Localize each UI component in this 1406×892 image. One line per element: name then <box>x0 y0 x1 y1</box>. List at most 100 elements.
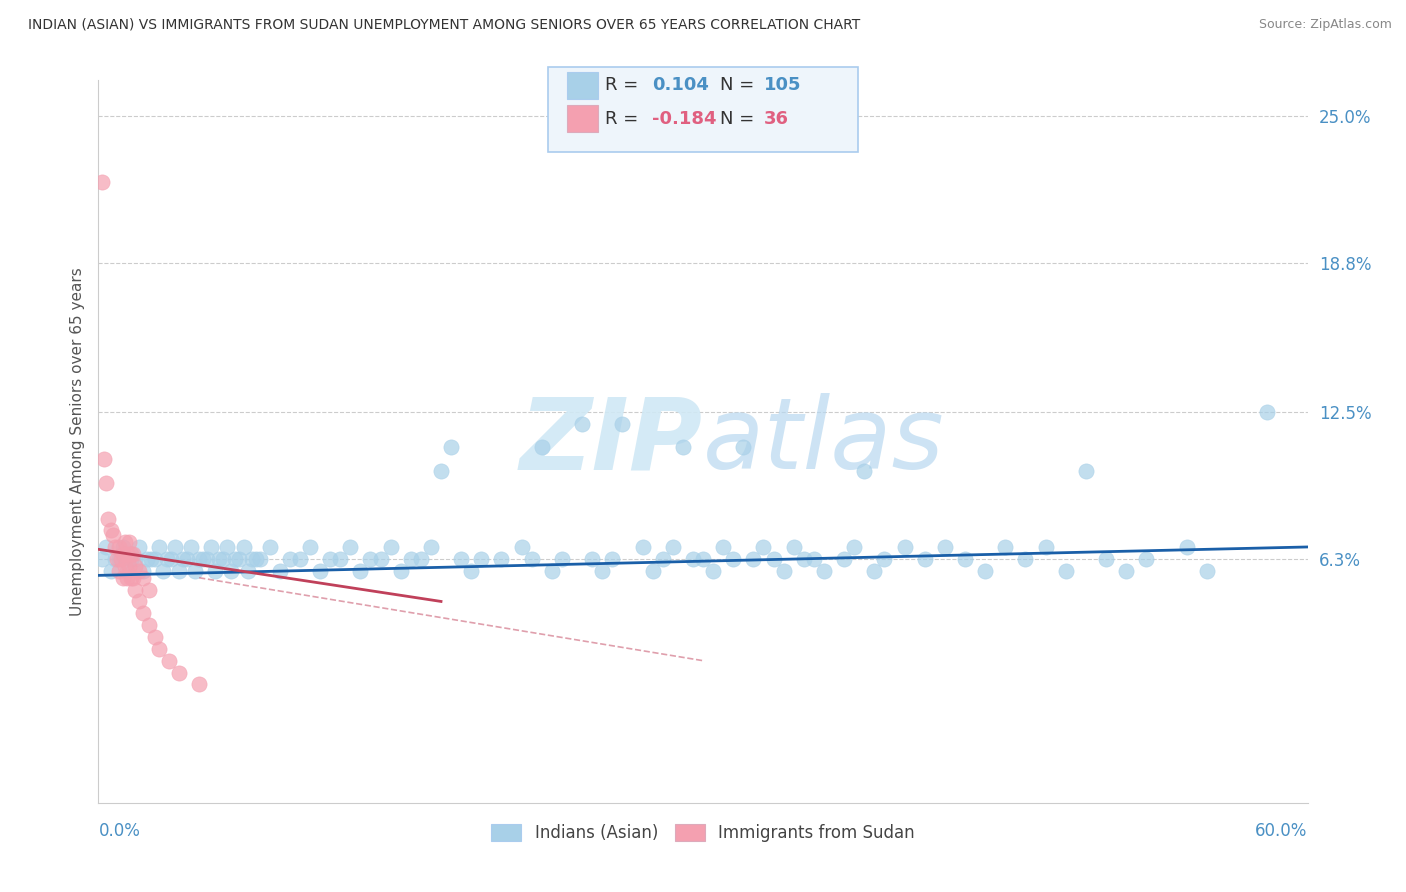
Point <box>124 582 146 597</box>
Text: 0.104: 0.104 <box>652 77 709 95</box>
Point <box>208 551 231 566</box>
Point <box>288 551 311 566</box>
Point <box>278 551 301 566</box>
Point <box>157 654 180 668</box>
Point <box>863 564 886 578</box>
Text: 36: 36 <box>763 110 789 128</box>
Point <box>661 540 683 554</box>
Point <box>184 564 207 578</box>
Point <box>460 564 482 578</box>
Point <box>172 551 194 566</box>
Point <box>269 564 291 578</box>
Point <box>107 551 129 566</box>
Point <box>120 547 142 561</box>
Point <box>176 551 198 566</box>
Point <box>156 551 179 566</box>
Point <box>96 475 118 490</box>
Point <box>236 564 259 578</box>
Point <box>167 564 190 578</box>
Point <box>163 540 186 554</box>
Point <box>832 551 855 566</box>
Point <box>641 564 664 578</box>
Point <box>491 551 513 566</box>
Point <box>115 564 138 578</box>
Point <box>803 551 825 566</box>
Point <box>193 551 215 566</box>
Point <box>138 618 160 632</box>
Point <box>148 540 170 554</box>
Point <box>103 551 125 566</box>
Point <box>128 540 150 554</box>
Point <box>111 540 134 554</box>
Point <box>319 551 342 566</box>
Point <box>93 452 115 467</box>
Point <box>110 551 132 566</box>
Point <box>111 547 134 561</box>
Point <box>1135 551 1157 566</box>
Point <box>228 551 250 566</box>
Point <box>994 540 1017 554</box>
Point <box>510 540 533 554</box>
Point <box>121 547 143 561</box>
Point <box>551 551 574 566</box>
Point <box>132 607 155 621</box>
Point <box>631 540 654 554</box>
Point <box>813 564 835 578</box>
Point <box>742 551 765 566</box>
Text: N =: N = <box>720 77 759 95</box>
Point <box>752 540 775 554</box>
Point <box>100 524 122 538</box>
Point <box>91 551 114 566</box>
Point <box>974 564 997 578</box>
Text: R =: R = <box>605 77 644 95</box>
Point <box>934 540 956 554</box>
Point <box>132 564 155 578</box>
Point <box>420 540 443 554</box>
Point <box>893 540 915 554</box>
Legend: Indians (Asian), Immigrants from Sudan: Indians (Asian), Immigrants from Sudan <box>485 817 921 848</box>
Point <box>793 551 815 566</box>
Y-axis label: Unemployment Among Seniors over 65 years: Unemployment Among Seniors over 65 years <box>69 268 84 615</box>
Point <box>762 551 785 566</box>
Point <box>124 551 146 566</box>
Point <box>259 540 281 554</box>
Point <box>105 551 128 566</box>
Point <box>115 571 138 585</box>
Point <box>217 540 239 554</box>
Text: Source: ZipAtlas.com: Source: ZipAtlas.com <box>1258 18 1392 31</box>
Point <box>299 540 322 554</box>
Point <box>470 551 492 566</box>
Point <box>188 551 211 566</box>
Point <box>114 558 136 573</box>
Point <box>329 551 352 566</box>
Point <box>692 551 714 566</box>
Point <box>97 511 120 525</box>
Point <box>711 540 734 554</box>
Point <box>399 551 422 566</box>
Point <box>1195 564 1218 578</box>
Point <box>430 464 453 478</box>
Point <box>530 441 553 455</box>
Point <box>309 564 332 578</box>
Point <box>167 665 190 680</box>
Text: R =: R = <box>605 110 644 128</box>
Point <box>409 551 432 566</box>
Point <box>783 540 806 554</box>
Point <box>132 571 155 585</box>
Point <box>772 564 794 578</box>
Point <box>135 551 157 566</box>
Text: 105: 105 <box>763 77 801 95</box>
Point <box>143 630 166 644</box>
Point <box>440 441 463 455</box>
Point <box>212 551 235 566</box>
Point <box>115 547 138 561</box>
Point <box>520 551 543 566</box>
Point <box>118 558 141 573</box>
Point <box>389 564 412 578</box>
Point <box>339 540 361 554</box>
Point <box>1256 405 1278 419</box>
Point <box>370 551 392 566</box>
Point <box>953 551 976 566</box>
Point <box>91 175 114 189</box>
Point <box>128 594 150 608</box>
